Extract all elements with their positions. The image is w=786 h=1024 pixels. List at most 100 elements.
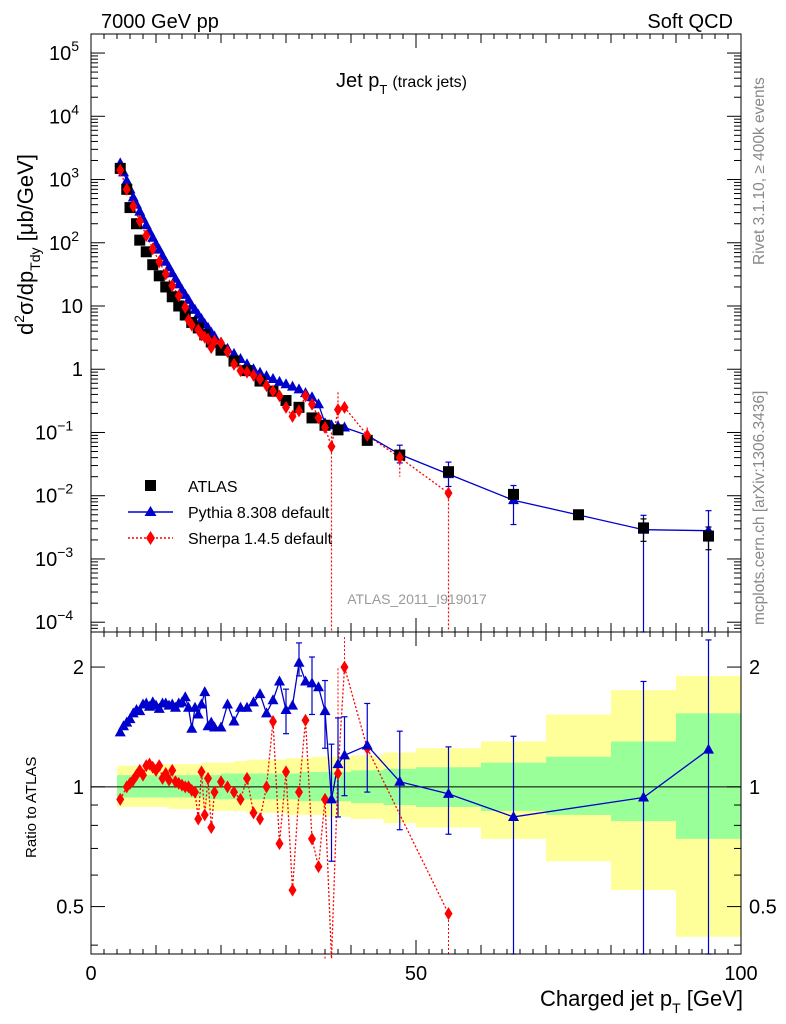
sherpa-point (314, 411, 323, 425)
atlas-point (134, 234, 146, 246)
pythia-ratio-point (124, 713, 136, 724)
y-tick-label: 10−3 (35, 544, 73, 571)
y-tick-label: 105 (49, 38, 79, 65)
y-tick-label: 10−1 (35, 417, 73, 444)
sherpa-ratio-point (217, 775, 225, 789)
pythia-ratio-point (199, 686, 211, 697)
sherpa-point (301, 389, 310, 403)
sherpa-point (129, 199, 138, 213)
sherpa-ratio-point (314, 860, 323, 874)
pythia-ratio-point (241, 701, 253, 712)
ratio-y-tick-label-right: 1 (749, 777, 760, 799)
pythia-point (121, 174, 133, 185)
sherpa-point (243, 365, 251, 379)
sherpa-point (122, 182, 131, 196)
legend-atlas-marker (145, 480, 156, 491)
sherpa-ratio-point (256, 812, 264, 826)
sherpa-ratio-point (262, 780, 271, 794)
x-tick-label: 50 (405, 963, 427, 985)
pythia-ratio-point (326, 793, 337, 804)
sherpa-point (295, 404, 303, 418)
legend-sherpa-label: Sherpa 1.4.5 default (188, 531, 333, 548)
legend-atlas-label: ATLAS (188, 479, 238, 496)
analysis-watermark: ATLAS_2011_I919017 (347, 591, 487, 607)
sherpa-point (187, 318, 196, 332)
pythia-ratio-point (300, 675, 311, 686)
mcplots-citation-label: mcplots.cern.ch [arXiv:1306.3436] (751, 391, 768, 625)
pythia-ratio-point (394, 775, 406, 786)
header-right: Soft QCD (647, 11, 733, 33)
pythia-ratio-point (215, 721, 227, 732)
pythia-ratio-point (274, 675, 285, 686)
sherpa-ratio-point (200, 808, 209, 822)
atlas-point (280, 395, 292, 407)
sherpa-point (210, 334, 219, 348)
pythia-point (280, 378, 292, 389)
sherpa-point (340, 400, 349, 414)
pythia-ratio-point (280, 703, 292, 714)
atlas-point (147, 259, 159, 271)
sherpa-point (334, 403, 342, 417)
sherpa-point (217, 336, 225, 350)
pythia-ratio-point (134, 705, 146, 716)
pythia-ratio-point (222, 698, 233, 709)
atlas-point (173, 300, 185, 312)
sherpa-point (168, 279, 177, 293)
legend-pythia-label: Pythia 8.308 default (188, 505, 330, 522)
sherpa-point (327, 440, 336, 454)
y-tick-label: 103 (49, 165, 79, 192)
sherpa-point (395, 451, 404, 465)
ratio-y-tick-label-right: 0.5 (749, 897, 777, 919)
plot-title: Jet pT (track jets) (336, 70, 467, 97)
atlas-point (638, 522, 649, 534)
x-axis-label: Charged jet pT [GeV] (540, 986, 743, 1016)
atlas-point (703, 530, 714, 542)
pythia-ratio-point (176, 696, 188, 707)
sherpa-point (363, 428, 372, 442)
sherpa-point (181, 300, 190, 314)
pythia-ratio-point (332, 758, 344, 769)
sherpa-ratio-point (207, 821, 216, 835)
rivet-version-label: Rivet 3.1.10, ≥ 400k events (751, 77, 768, 265)
sherpa-point (116, 163, 125, 177)
sherpa-ratio-point (197, 765, 206, 779)
sherpa-ratio-point (194, 812, 203, 826)
pythia-ratio-point (443, 787, 454, 798)
ratio-y-tick-label: 0.5 (56, 897, 84, 919)
sherpa-point (269, 384, 277, 398)
atlas-point (140, 246, 152, 258)
sherpa-ratio-point (301, 713, 310, 727)
atlas-point (443, 466, 454, 478)
sherpa-ratio-point (340, 660, 349, 674)
pythia-ratio-point (186, 722, 198, 733)
sherpa-point (148, 242, 157, 256)
x-tick-label: 0 (85, 963, 96, 985)
ratio-y-tick-label: 1 (73, 777, 84, 799)
ratio-y-tick-label: 2 (73, 657, 84, 679)
pythia-ratio-point (638, 791, 649, 802)
pythia-ratio-point (248, 696, 259, 707)
sherpa-ratio-point (116, 792, 125, 806)
y-tick-label: 10−4 (35, 607, 73, 634)
legend: ATLAS Pythia 8.308 default Sherpa 1.4.5 … (128, 479, 333, 548)
sherpa-ratio-point (139, 768, 147, 782)
atlas-point (573, 509, 584, 521)
pythia-point (313, 398, 324, 409)
sherpa-ratio-point (236, 792, 245, 806)
sherpa-point (223, 345, 232, 359)
pythia-point (267, 373, 279, 384)
sherpa-ratio-point (230, 785, 238, 799)
pythia-point (254, 366, 266, 377)
sherpa-point (256, 372, 264, 386)
sherpa-point (282, 400, 290, 414)
atlas-point (306, 412, 318, 424)
sherpa-point (161, 267, 170, 281)
atlas-point (153, 270, 165, 282)
y-tick-label: 10−2 (35, 481, 73, 508)
band-inner (546, 756, 611, 815)
pythia-point (293, 383, 305, 394)
y-tick-label: 102 (49, 228, 79, 255)
sherpa-point (236, 364, 245, 378)
